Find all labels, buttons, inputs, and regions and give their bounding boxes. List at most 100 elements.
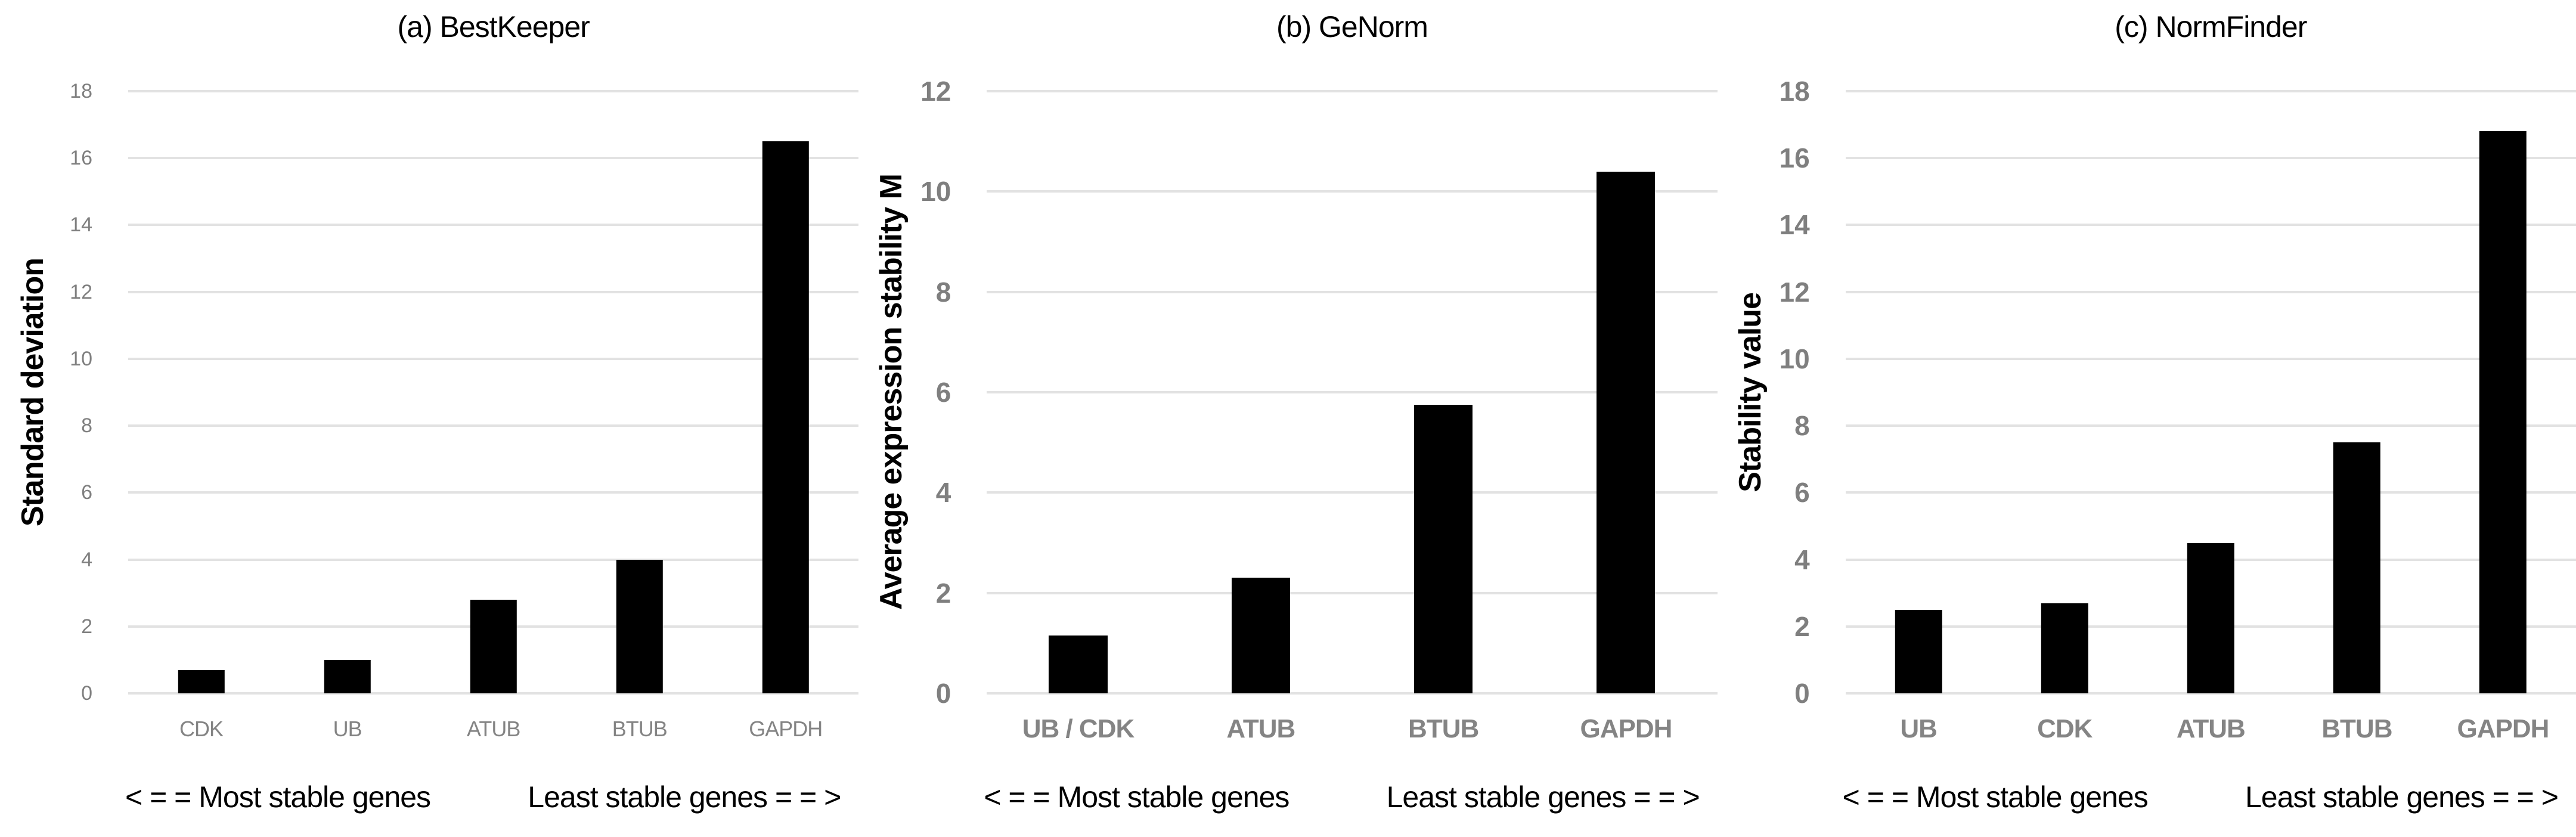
gridline [1845,424,2576,427]
bar-slot [1352,91,1535,693]
x-category-label: ATUB [466,717,520,741]
x-axis-labels: UB CDK ATUB BTUB GAPDH [1846,711,2576,747]
bars [1846,91,2576,693]
bars [987,91,1717,693]
y-tick-label: 0 [81,682,92,705]
gridline [128,157,859,160]
x-category-label: BTUB [2321,714,2392,743]
x-category-label: ATUB [1226,714,1295,743]
y-tick-label: 18 [1779,76,1810,107]
x-axis-labels: CDK UB ATUB BTUB GAPDH [128,711,858,747]
y-tick-label: 12 [1779,276,1810,308]
y-axis-ticks: 0 2 4 6 8 10 12 14 16 18 [0,81,110,703]
y-tick-label: 16 [70,147,92,170]
bar-slot [1846,91,1992,693]
x-category-label: UB [1900,714,1938,743]
gridline [1845,157,2576,160]
gridline [987,190,1718,193]
plot-area [1845,90,2576,695]
y-tick-label: 4 [1794,544,1810,575]
annotation-least-stable: Least stable genes = = > [528,780,841,814]
bar-btub [1414,405,1473,693]
y-tick-label: 6 [81,481,92,504]
x-category-label: GAPDH [2457,714,2549,743]
y-tick-label: 4 [935,477,951,509]
bar-slot [1535,91,1717,693]
plot-area [128,90,859,695]
bars [128,91,858,693]
annotation-least-stable: Least stable genes = = > [2245,780,2559,814]
y-tick-label: 0 [935,678,951,709]
gridline [987,491,1718,494]
x-axis-labels: UB / CDK ATUB BTUB GAPDH [987,711,1717,747]
gridline [1845,692,2576,695]
x-category-label: CDK [2037,714,2093,743]
gridline [1845,224,2576,227]
bar-ub [1895,609,1942,693]
annotation-least-stable: Least stable genes = = > [1386,780,1700,814]
bar-slot [420,91,566,693]
chart-panel-genorm: (b) GeNorm Average expression stability … [858,0,1718,837]
gridline [1845,90,2576,92]
x-category-label: BTUB [1408,714,1479,743]
bar-gapdh [2479,131,2527,693]
gridline [128,558,859,561]
chart-title: (c) NormFinder [2115,10,2307,44]
stability-annotation: < = = Most stable genes Least stable gen… [125,780,841,814]
y-tick-label: 12 [920,76,951,107]
chart-title: (a) BestKeeper [397,10,590,44]
x-category-label: GAPDH [1580,714,1673,743]
gridline [128,491,859,494]
y-axis-ticks: 0 2 4 6 8 10 12 [858,78,969,707]
y-tick-label: 2 [935,577,951,609]
bar-gapdh [1597,171,1656,693]
y-tick-label: 16 [1779,142,1810,174]
x-category-label: GAPDH [749,717,823,741]
y-tick-label: 10 [1779,343,1810,374]
gridline [128,90,859,92]
gridline [128,290,859,293]
y-tick-label: 18 [70,80,92,103]
bar-ub-cdk [1049,636,1108,693]
y-tick-label: 2 [81,615,92,638]
stability-annotation: < = = Most stable genes Least stable gen… [984,780,1700,814]
bar-atub [2187,542,2234,693]
bar-slot [2284,91,2430,693]
bar-slot [2138,91,2284,693]
stability-annotation: < = = Most stable genes Least stable gen… [1843,780,2559,814]
y-tick-label: 6 [1794,477,1810,509]
chart-title: (b) GeNorm [1276,10,1428,44]
bar-cdk [178,669,225,693]
bar-gapdh [762,141,809,693]
bar-slot [128,91,274,693]
x-category-label: CDK [179,717,224,741]
y-tick-label: 2 [1794,610,1810,642]
y-tick-label: 8 [935,276,951,308]
bar-btub [2333,442,2380,693]
y-tick-label: 10 [70,347,92,370]
gridline [987,591,1718,594]
y-tick-label: 8 [81,414,92,438]
bar-btub [616,559,663,693]
bar-slot [712,91,858,693]
gridline [128,357,859,360]
y-tick-label: 8 [1794,410,1810,442]
y-tick-label: 10 [920,176,951,207]
bar-slot [274,91,420,693]
y-tick-label: 14 [70,213,92,237]
gridline [987,391,1718,393]
gridline [128,692,859,695]
gridline [1845,357,2576,360]
bar-ub [324,659,371,693]
y-tick-label: 6 [935,377,951,408]
gridline [987,692,1718,695]
gridline [128,224,859,227]
bar-atub [470,599,517,693]
bar-cdk [2041,603,2088,693]
bar-slot [566,91,712,693]
x-category-label: UB / CDK [1022,714,1135,743]
annotation-most-stable: < = = Most stable genes [984,780,1289,814]
y-tick-label: 12 [70,280,92,303]
y-axis-ticks: 0 2 4 6 8 10 12 14 16 18 [1718,78,1828,707]
